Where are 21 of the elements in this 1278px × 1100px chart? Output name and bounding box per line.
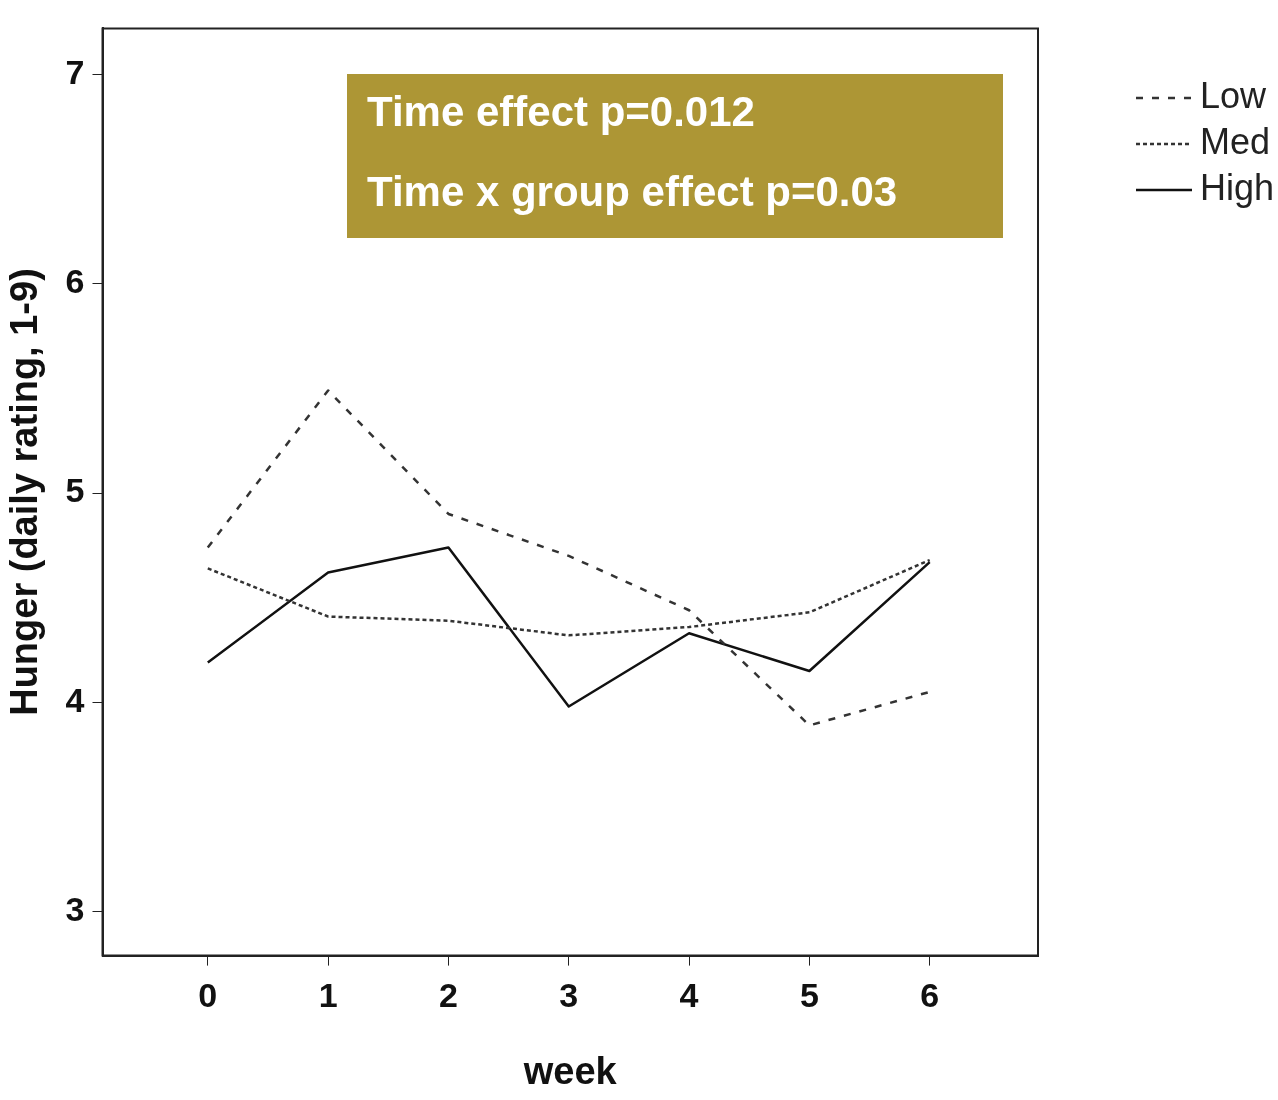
y-tick-label: 3: [65, 890, 85, 929]
x-tick-label: 2: [438, 976, 458, 1015]
line-series: [206, 389, 931, 727]
x-tick-label: 1: [318, 976, 338, 1015]
legend-label: Med: [1200, 120, 1271, 162]
x-tick-label: 5: [799, 976, 819, 1015]
x-tick-label: 0: [198, 976, 218, 1015]
y-tick-label: 6: [65, 262, 85, 301]
x-axis-title: week: [522, 1049, 618, 1092]
legend-label: Low: [1200, 74, 1268, 116]
y-tick-label: 4: [65, 680, 85, 719]
line-series: [206, 558, 931, 637]
annotation: Time x group effect p=0.03: [367, 168, 899, 217]
x-tick-label: 4: [679, 976, 699, 1015]
y-tick-label: 5: [65, 471, 85, 510]
x-tick-label: 6: [920, 976, 940, 1015]
y-tick-label: 7: [65, 52, 85, 91]
legend-label: High: [1200, 166, 1275, 208]
x-tick-label: 3: [559, 976, 579, 1015]
annotation: Time effect p=0.012: [367, 88, 756, 137]
y-axis-title: Hunger (daily rating, 1-9): [3, 268, 46, 716]
